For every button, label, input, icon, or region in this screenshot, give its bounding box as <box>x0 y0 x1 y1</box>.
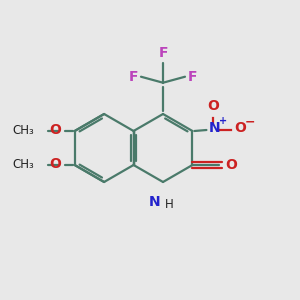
Text: N: N <box>208 121 220 135</box>
Text: O: O <box>234 121 246 135</box>
Text: CH₃: CH₃ <box>12 158 34 170</box>
Text: O: O <box>225 158 237 172</box>
Text: CH₃: CH₃ <box>12 124 34 136</box>
Text: F: F <box>128 70 138 84</box>
Text: O: O <box>49 123 61 137</box>
Text: O: O <box>208 99 219 113</box>
Text: F: F <box>158 46 168 60</box>
Text: −: − <box>244 116 255 128</box>
Text: F: F <box>188 70 197 84</box>
Text: H: H <box>165 198 174 211</box>
Text: O: O <box>49 157 61 171</box>
Text: N: N <box>148 195 160 209</box>
Text: +: + <box>219 116 228 126</box>
